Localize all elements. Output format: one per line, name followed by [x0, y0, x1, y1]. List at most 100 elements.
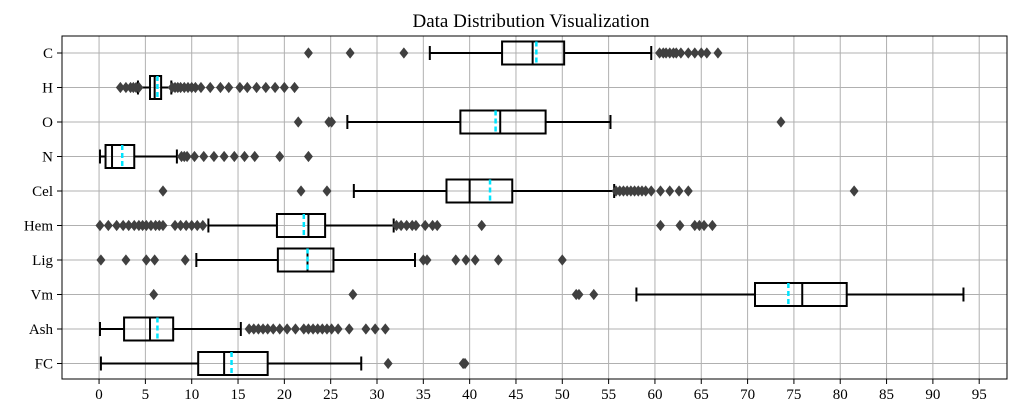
outlier-point: [303, 150, 313, 163]
outlier-point: [242, 81, 252, 94]
outlier-point: [470, 254, 480, 266]
outlier-point: [279, 81, 289, 94]
outlier-point: [296, 185, 306, 197]
outlier-point: [428, 219, 438, 232]
axes: 0 5 10 15 20 25 30 35 40 45 50 55 60 65 70 75 80 85 90 95 C H…: [24, 46, 987, 403]
outlier-point: [665, 185, 675, 197]
outlier-point: [345, 47, 355, 59]
outlier-point: [261, 81, 271, 94]
x-tick-label: 50: [555, 387, 570, 403]
outlier-point: [252, 81, 262, 94]
y-tick-label: Vm: [31, 288, 54, 304]
outlier-point: [192, 219, 202, 232]
iqr-box: [445, 178, 514, 204]
outlier-point: [112, 219, 122, 232]
y-tick-label: N: [42, 150, 53, 166]
box-group-fc: [99, 351, 470, 376]
outlier-point: [432, 219, 442, 232]
outlier-point: [240, 150, 250, 163]
outlier-point: [180, 254, 190, 266]
outlier-point: [399, 47, 409, 59]
x-tick-label: 75: [786, 387, 801, 403]
outlier-point: [205, 81, 215, 94]
x-tick-label: 95: [972, 387, 987, 403]
outlier-point: [396, 219, 406, 232]
outlier-point: [103, 219, 113, 232]
outlier-point: [268, 323, 278, 335]
box-group-c: [303, 40, 723, 66]
x-tick-label: 45: [508, 387, 523, 403]
box-group-h: [115, 75, 300, 100]
outlier-point: [124, 219, 134, 232]
outlier-point: [707, 219, 717, 232]
outlier-point: [656, 219, 665, 232]
outlier-point: [322, 323, 332, 335]
box-group-hem: [95, 213, 717, 238]
outlier-point: [198, 219, 208, 232]
x-tick-label: 90: [925, 387, 940, 403]
outlier-point: [402, 219, 412, 232]
box-group-cel: [158, 178, 859, 204]
outlier-point: [380, 323, 390, 335]
outlier-point: [158, 219, 168, 232]
outlier-point: [391, 219, 401, 232]
iqr-box: [104, 144, 136, 169]
iqr-box: [123, 316, 175, 342]
outlier-point: [683, 185, 693, 197]
outlier-point: [244, 323, 254, 335]
y-tick-label: FC: [35, 357, 53, 373]
outlier-point: [460, 357, 470, 370]
x-tick-label: 80: [833, 387, 848, 403]
outlier-point: [176, 219, 186, 232]
box-group-o: [293, 109, 786, 135]
x-tick-label: 40: [462, 387, 477, 403]
outlier-point: [134, 81, 144, 94]
outlier-point: [96, 254, 106, 266]
outlier-point: [270, 81, 280, 94]
iqr-box: [459, 109, 547, 135]
outlier-point: [229, 150, 239, 163]
outlier-point: [641, 185, 651, 197]
outlier-point: [215, 81, 225, 94]
iqr-box: [754, 282, 848, 307]
outlier-point: [690, 47, 700, 59]
outlier-point: [209, 150, 219, 163]
outlier-point: [115, 81, 125, 94]
outlier-point: [451, 254, 461, 266]
outlier-point: [290, 81, 300, 94]
y-tick-label: Cel: [32, 184, 53, 200]
outlier-point: [182, 150, 192, 163]
outlier-point: [344, 323, 354, 335]
plot-area: [95, 40, 965, 376]
outlier-point: [671, 47, 681, 59]
outlier-point: [422, 254, 432, 266]
outlier-point: [696, 47, 706, 59]
y-tick-label: Ash: [29, 322, 54, 338]
outlier-point: [118, 219, 128, 232]
outlier-point: [313, 323, 323, 335]
outlier-point: [293, 116, 303, 128]
x-tick-label: 60: [647, 387, 662, 403]
outlier-point: [150, 254, 160, 266]
outlier-point: [290, 323, 300, 335]
iqr-box: [275, 213, 327, 238]
outlier-point: [383, 357, 393, 370]
outlier-point: [776, 116, 786, 128]
y-tick-label: H: [42, 81, 53, 97]
outlier-point: [574, 288, 584, 301]
outlier-point: [589, 288, 599, 301]
outlier-point: [258, 323, 268, 335]
outlier-point: [676, 47, 686, 59]
outlier-point: [181, 219, 191, 232]
outlier-point: [646, 185, 656, 197]
x-tick-label: 25: [323, 387, 338, 403]
x-tick-label: 0: [95, 387, 103, 403]
outlier-point: [493, 254, 503, 266]
outlier-point: [149, 288, 159, 301]
outlier-point: [224, 81, 234, 94]
iqr-box: [276, 247, 335, 273]
outlier-point: [690, 219, 700, 232]
outlier-point: [699, 219, 709, 232]
outlier-point: [253, 323, 263, 335]
outlier-point: [196, 81, 206, 94]
